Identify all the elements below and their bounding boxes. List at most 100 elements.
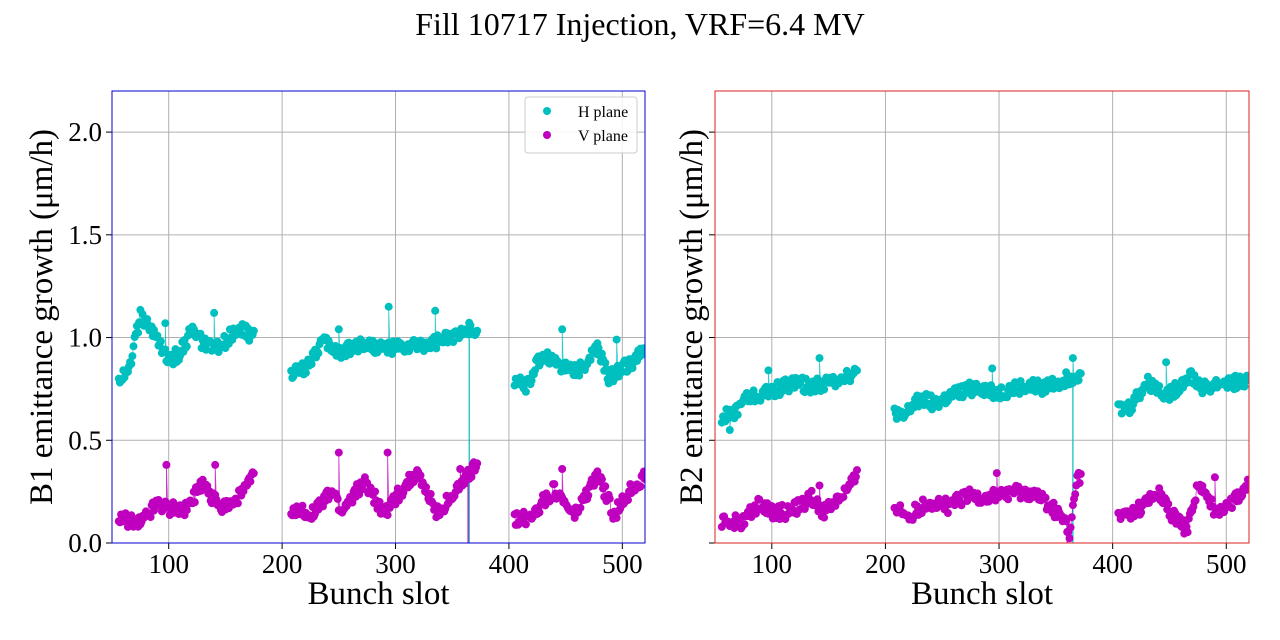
panel-b1: 100 200 300 400 500 0.0 0.5 1.0 1.5 2.0 Bunch slot…: [24, 90, 646, 612]
data-point: [1183, 528, 1192, 537]
data-point: [128, 352, 137, 361]
data-point: [992, 469, 1001, 478]
legend-box: [524, 96, 638, 154]
data-point: [375, 497, 384, 506]
data-point: [1074, 376, 1083, 385]
data-point: [384, 302, 393, 311]
x-axis-label: Bunch slot: [307, 576, 449, 612]
data-point: [612, 513, 621, 522]
series-h-plane: [114, 302, 645, 543]
y-axis-label: B1 emittance growth (μm/h): [24, 129, 60, 505]
data-point: [1071, 490, 1080, 499]
data-point: [1004, 495, 1013, 504]
data-point: [1075, 479, 1084, 488]
data-point: [249, 326, 258, 335]
data-point: [146, 513, 155, 521]
data-point: [896, 501, 905, 510]
x-axis-label: Bunch slot: [911, 576, 1053, 612]
data-point: [161, 345, 170, 354]
data-point: [1049, 498, 1058, 507]
x-tick-label: 400: [489, 549, 530, 579]
data-point: [1162, 358, 1171, 367]
data-point: [383, 511, 392, 520]
data-point: [1041, 493, 1050, 502]
y-tick-label: 1.0: [68, 323, 102, 353]
data-point: [807, 486, 816, 495]
data-point: [851, 472, 860, 481]
data-point: [575, 371, 584, 380]
data-point: [521, 520, 530, 529]
data-point: [134, 328, 143, 337]
data-point: [973, 489, 982, 498]
data-point: [1068, 354, 1077, 363]
x-tick-label: 200: [262, 549, 303, 579]
data-point: [815, 354, 824, 363]
legend-marker-v: [543, 131, 551, 139]
data-point: [1242, 485, 1249, 494]
data-point: [815, 481, 824, 490]
legend-marker-h: [543, 107, 551, 115]
data-point: [550, 480, 559, 489]
data-point: [422, 483, 431, 492]
data-point: [1062, 517, 1071, 526]
data-point: [1137, 508, 1146, 517]
data-point: [182, 342, 191, 351]
data-point: [393, 484, 402, 493]
data-point: [957, 501, 966, 510]
data-point: [182, 506, 191, 515]
data-point: [1076, 369, 1085, 378]
data-point: [584, 491, 593, 500]
data-point: [641, 346, 645, 355]
data-point: [535, 508, 544, 517]
data-point: [456, 465, 465, 473]
y-axis-label: B2 emittance growth (μm/h): [674, 129, 710, 505]
data-point: [1164, 500, 1173, 508]
data-point: [605, 494, 614, 503]
data-point: [576, 503, 585, 512]
data-point: [1210, 473, 1219, 482]
data-point: [740, 520, 749, 529]
data-point: [1198, 482, 1207, 490]
data-point: [641, 475, 645, 483]
data-point: [764, 366, 773, 375]
plot-area: [114, 302, 645, 543]
data-point: [211, 460, 220, 469]
data-point: [820, 513, 829, 522]
data-point: [1068, 501, 1077, 510]
data-point: [162, 460, 171, 469]
y-tick-label: 1.5: [68, 220, 102, 250]
data-point: [725, 426, 734, 434]
data-point: [636, 482, 645, 491]
data-point: [597, 475, 606, 484]
data-point: [1067, 513, 1076, 522]
data-point: [733, 410, 742, 419]
data-point: [1066, 523, 1075, 532]
x-tick-label: 300: [979, 549, 1020, 579]
data-point: [590, 481, 598, 490]
data-point: [129, 342, 138, 351]
panel-b2: 100 200 300 400 500 Bunch slot B2 emittance gr…: [674, 90, 1250, 612]
panel-frame: [714, 90, 1250, 544]
data-point: [432, 344, 441, 353]
data-point: [639, 467, 645, 476]
data-point: [943, 509, 952, 517]
data-point: [334, 448, 343, 457]
x-tick-label: 300: [375, 549, 416, 579]
data-point: [624, 496, 632, 505]
data-point: [1245, 476, 1249, 485]
data-point: [156, 337, 165, 346]
series-v-plane: [717, 466, 1249, 543]
data-point: [586, 356, 595, 364]
data-point: [431, 306, 440, 315]
data-point: [601, 482, 610, 491]
data-point: [1207, 495, 1216, 504]
y-tick-label: 0.5: [68, 425, 102, 455]
data-point: [839, 493, 848, 502]
data-point: [612, 335, 621, 344]
data-point: [210, 308, 219, 317]
data-point: [426, 490, 435, 498]
data-point: [190, 498, 199, 507]
y-tick-label: 0.0: [68, 528, 102, 558]
x-tick-label: 500: [602, 549, 643, 579]
panel-frame: [111, 90, 646, 544]
